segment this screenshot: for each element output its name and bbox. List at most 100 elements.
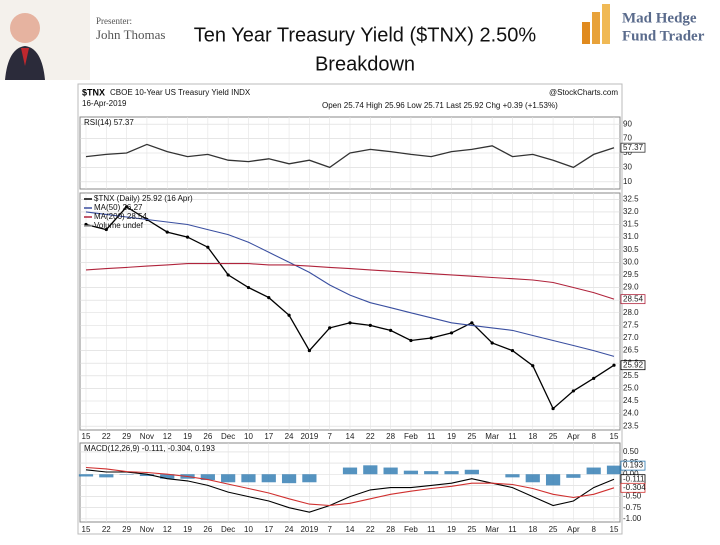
legend-label: $TNX (Daily) 25.92 (16 Apr) bbox=[94, 194, 193, 203]
price-point bbox=[592, 377, 595, 380]
x-tick-label: 7 bbox=[327, 525, 332, 534]
x-tick-label: 22 bbox=[366, 432, 375, 441]
value-tag-label: 28.54 bbox=[623, 294, 644, 303]
histogram-bar bbox=[99, 474, 113, 477]
histogram-bar bbox=[343, 468, 357, 475]
x-tick-label: 18 bbox=[528, 432, 537, 441]
x-tick-label: 29 bbox=[122, 432, 131, 441]
histogram-bar bbox=[79, 474, 93, 476]
source: @StockCharts.com bbox=[549, 88, 618, 97]
x-tick-label: 10 bbox=[244, 432, 253, 441]
y-tick-label: 24.0 bbox=[623, 409, 639, 418]
x-tick-label: 11 bbox=[427, 525, 436, 534]
value-tag-label: 57.37 bbox=[623, 143, 644, 152]
logo-text: Fund Trader bbox=[622, 28, 705, 44]
y-tick-label: 25.5 bbox=[623, 371, 639, 380]
x-tick-label: Feb bbox=[404, 525, 418, 534]
x-tick-label: 28 bbox=[386, 432, 395, 441]
x-tick-label: Feb bbox=[404, 432, 418, 441]
x-tick-label: 22 bbox=[102, 525, 111, 534]
y-tick-label: 30.5 bbox=[623, 245, 639, 254]
x-tick-label: 28 bbox=[386, 525, 395, 534]
y-tick-label: -0.75 bbox=[623, 503, 642, 512]
value-tag-label: 25.92 bbox=[623, 360, 644, 369]
histogram-bar bbox=[587, 468, 601, 475]
y-tick-label: 31.0 bbox=[623, 232, 639, 241]
x-tick-label: 24 bbox=[285, 525, 294, 534]
x-tick-label: 8 bbox=[591, 432, 596, 441]
histogram-bar bbox=[282, 474, 296, 483]
logo-bar bbox=[582, 22, 590, 44]
panel-title: RSI(14) 57.37 bbox=[84, 118, 134, 127]
face bbox=[10, 13, 40, 43]
histogram-bar bbox=[241, 474, 255, 482]
x-tick-label: Mar bbox=[485, 432, 499, 441]
x-tick-label: 12 bbox=[163, 432, 172, 441]
x-tick-label: Dec bbox=[221, 432, 235, 441]
histogram-bar bbox=[302, 474, 316, 482]
y-tick-label: 25.0 bbox=[623, 384, 639, 393]
price-point bbox=[287, 314, 290, 317]
x-tick-label: 11 bbox=[427, 432, 436, 441]
x-tick-label: 19 bbox=[447, 525, 456, 534]
x-tick-label: 15 bbox=[610, 432, 619, 441]
x-tick-label: 11 bbox=[508, 525, 517, 534]
chart-date: 16-Apr-2019 bbox=[82, 99, 127, 108]
histogram-bar bbox=[424, 471, 438, 474]
histogram-bar bbox=[221, 474, 235, 482]
y-tick-label: 10 bbox=[623, 177, 632, 186]
price-point bbox=[247, 286, 250, 289]
x-tick-label: 15 bbox=[82, 525, 91, 534]
x-tick-label: 15 bbox=[82, 432, 91, 441]
x-tick-label: 25 bbox=[467, 432, 476, 441]
x-tick-label: 19 bbox=[183, 432, 192, 441]
price-point bbox=[369, 324, 372, 327]
symbol: $TNX bbox=[82, 87, 105, 97]
histogram-bar bbox=[404, 471, 418, 475]
y-tick-label: 31.5 bbox=[623, 220, 639, 229]
x-tick-label: 7 bbox=[327, 432, 332, 441]
x-tick-label: 8 bbox=[591, 525, 596, 534]
price-point bbox=[409, 339, 412, 342]
slide-subtitle: Breakdown bbox=[315, 53, 415, 75]
x-tick-label: 26 bbox=[203, 525, 212, 534]
y-tick-label: 27.5 bbox=[623, 320, 639, 329]
price-point bbox=[551, 407, 554, 410]
price-point bbox=[511, 349, 514, 352]
x-tick-label: 12 bbox=[163, 525, 172, 534]
price-point bbox=[206, 246, 209, 249]
mad-hedge-logo bbox=[582, 4, 610, 44]
histogram-bar bbox=[505, 474, 519, 477]
x-tick-label: 26 bbox=[203, 432, 212, 441]
x-tick-label: 2019 bbox=[300, 432, 318, 441]
x-tick-label: 17 bbox=[264, 525, 273, 534]
logo-bar bbox=[592, 12, 600, 44]
x-tick-label: Mar bbox=[485, 525, 499, 534]
price-point bbox=[227, 273, 230, 276]
x-tick-label: 22 bbox=[102, 432, 111, 441]
y-tick-label: 30 bbox=[623, 163, 632, 172]
histogram-bar bbox=[465, 470, 479, 474]
x-tick-label: 15 bbox=[610, 525, 619, 534]
histogram-bar bbox=[444, 471, 458, 474]
y-tick-label: 90 bbox=[623, 119, 632, 128]
x-tick-label: 29 bbox=[122, 525, 131, 534]
x-tick-label: 25 bbox=[467, 525, 476, 534]
x-tick-label: Dec bbox=[221, 525, 235, 534]
x-tick-label: Nov bbox=[140, 525, 154, 534]
histogram-bar bbox=[384, 468, 398, 475]
price-point bbox=[491, 341, 494, 344]
legend-label: MA(200) 28.54 bbox=[94, 212, 147, 221]
price-point bbox=[186, 236, 189, 239]
y-tick-label: -0.50 bbox=[623, 492, 642, 501]
x-tick-label: 24 bbox=[285, 432, 294, 441]
presenter-name: John Thomas bbox=[96, 27, 165, 42]
y-tick-label: 27.0 bbox=[623, 333, 639, 342]
legend-label: Volume undef bbox=[94, 221, 144, 230]
y-tick-label: 70 bbox=[623, 134, 632, 143]
instrument-name: CBOE 10-Year US Treasury Yield INDX bbox=[110, 88, 251, 97]
y-tick-label: 24.5 bbox=[623, 396, 639, 405]
price-point bbox=[572, 389, 575, 392]
x-tick-label: 14 bbox=[346, 525, 355, 534]
